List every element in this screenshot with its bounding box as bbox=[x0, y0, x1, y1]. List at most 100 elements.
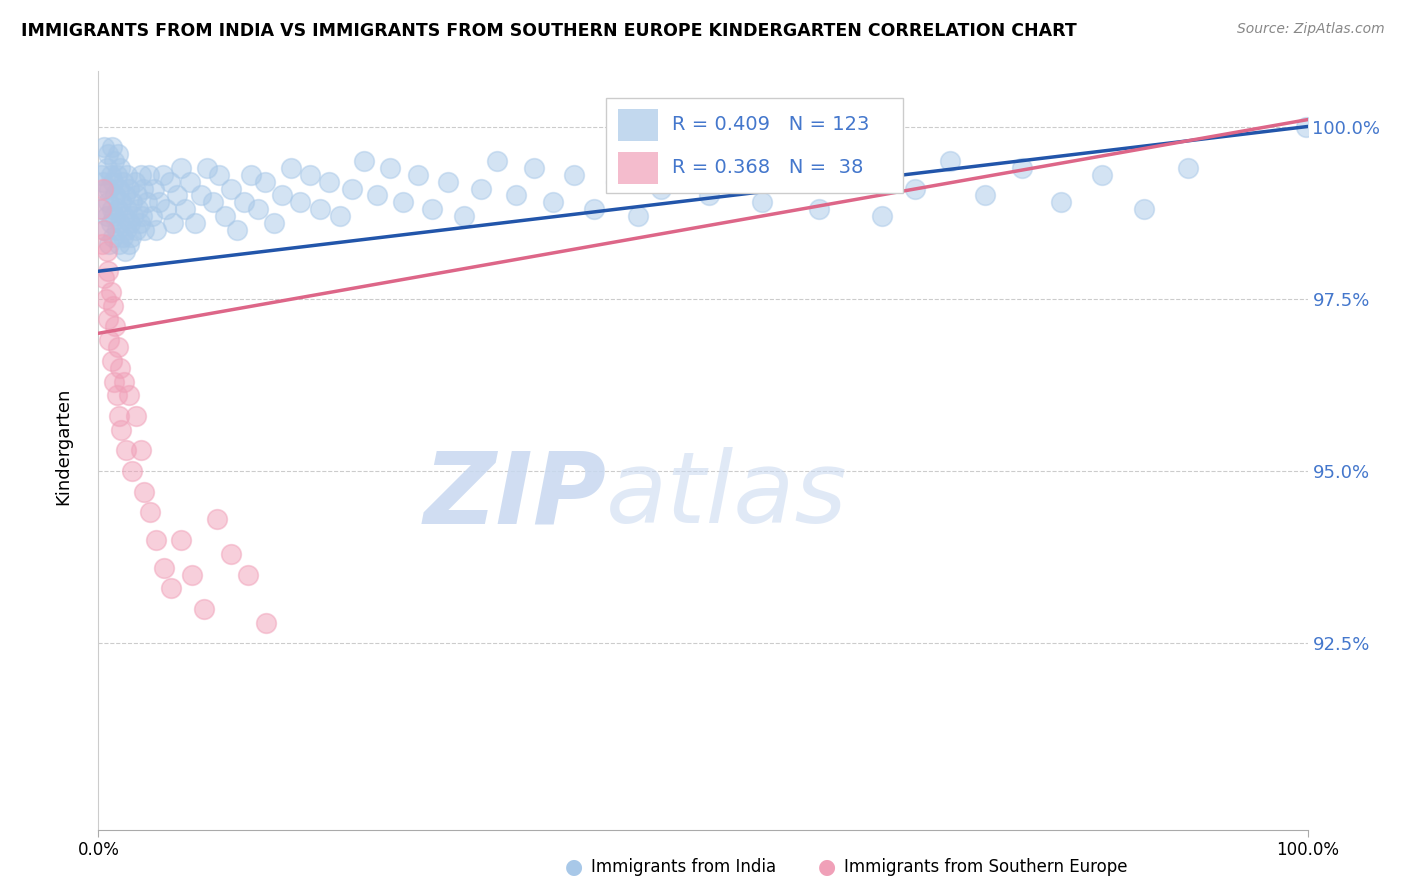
Point bbox=[378, 161, 401, 175]
Point bbox=[100, 202, 122, 217]
Point bbox=[112, 375, 135, 389]
Point bbox=[904, 181, 927, 195]
Point bbox=[1295, 120, 1317, 134]
Point bbox=[111, 175, 134, 189]
Point bbox=[238, 567, 260, 582]
Point bbox=[118, 216, 141, 230]
Point bbox=[453, 209, 475, 223]
Point bbox=[91, 175, 114, 189]
Point bbox=[839, 175, 862, 189]
Text: R = 0.409   N = 123: R = 0.409 N = 123 bbox=[672, 115, 869, 134]
Point bbox=[166, 188, 188, 202]
Point bbox=[141, 209, 163, 223]
Point bbox=[111, 229, 134, 244]
Point bbox=[103, 209, 125, 223]
Point bbox=[605, 175, 627, 189]
Point bbox=[232, 195, 254, 210]
Point bbox=[100, 354, 122, 368]
Point bbox=[180, 567, 202, 582]
Point bbox=[280, 161, 302, 175]
Point bbox=[195, 161, 218, 175]
Text: atlas: atlas bbox=[606, 448, 848, 544]
Point bbox=[91, 202, 114, 217]
Point bbox=[174, 202, 197, 217]
Point bbox=[101, 229, 124, 244]
Point bbox=[437, 175, 460, 189]
Text: ZIP: ZIP bbox=[423, 448, 606, 544]
Text: Immigrants from Southern Europe: Immigrants from Southern Europe bbox=[844, 858, 1128, 876]
Point bbox=[114, 188, 136, 202]
Point bbox=[202, 195, 225, 210]
Point bbox=[214, 209, 236, 223]
Point bbox=[160, 582, 183, 596]
Point bbox=[131, 209, 153, 223]
Point bbox=[100, 216, 122, 230]
Point bbox=[271, 188, 294, 202]
Point bbox=[94, 181, 117, 195]
Point bbox=[91, 181, 114, 195]
Point bbox=[100, 168, 122, 182]
Point bbox=[973, 188, 995, 202]
Point bbox=[121, 464, 143, 478]
Point bbox=[90, 168, 112, 182]
Point bbox=[392, 195, 415, 210]
Point bbox=[562, 168, 585, 182]
Point bbox=[226, 223, 249, 237]
Point bbox=[103, 375, 125, 389]
Text: ●: ● bbox=[565, 857, 582, 877]
Point bbox=[329, 209, 352, 223]
Point bbox=[808, 202, 831, 217]
Point bbox=[105, 168, 128, 182]
Point bbox=[870, 209, 893, 223]
Point bbox=[254, 175, 277, 189]
Text: Kindergarten: Kindergarten bbox=[55, 387, 72, 505]
Point bbox=[93, 140, 115, 154]
Point bbox=[152, 168, 174, 182]
Point bbox=[779, 168, 801, 182]
Point bbox=[132, 181, 155, 195]
Point bbox=[1177, 161, 1199, 175]
Point bbox=[247, 202, 270, 217]
Point bbox=[138, 168, 160, 182]
Point bbox=[110, 423, 132, 437]
Point bbox=[108, 216, 131, 230]
Point bbox=[673, 153, 696, 168]
Point bbox=[100, 285, 122, 299]
Point bbox=[128, 216, 150, 230]
Point bbox=[208, 168, 231, 182]
Point bbox=[96, 244, 118, 258]
Point bbox=[1011, 161, 1033, 175]
Point bbox=[724, 161, 747, 175]
Point bbox=[101, 299, 124, 313]
Point bbox=[96, 161, 118, 175]
Bar bbox=[619, 152, 658, 184]
Point bbox=[751, 195, 773, 210]
Point bbox=[406, 168, 429, 182]
Point bbox=[184, 216, 207, 230]
Point bbox=[470, 181, 492, 195]
Point bbox=[107, 340, 129, 354]
Point bbox=[505, 188, 527, 202]
Point bbox=[105, 388, 128, 402]
Point bbox=[97, 147, 120, 161]
Point bbox=[129, 168, 152, 182]
Point bbox=[121, 195, 143, 210]
Point bbox=[97, 312, 120, 326]
Point bbox=[125, 409, 148, 423]
Point bbox=[193, 602, 215, 616]
Point bbox=[96, 209, 118, 223]
Point bbox=[169, 533, 191, 547]
Point bbox=[145, 223, 167, 237]
Point bbox=[90, 202, 112, 217]
Point bbox=[159, 175, 181, 189]
Point bbox=[107, 147, 129, 161]
Point bbox=[299, 168, 322, 182]
Point bbox=[91, 236, 114, 251]
Point bbox=[118, 388, 141, 402]
Point bbox=[256, 615, 278, 630]
Point bbox=[118, 181, 141, 195]
Point bbox=[112, 209, 135, 223]
Point bbox=[93, 223, 115, 237]
Point bbox=[353, 153, 375, 168]
Point bbox=[125, 223, 148, 237]
